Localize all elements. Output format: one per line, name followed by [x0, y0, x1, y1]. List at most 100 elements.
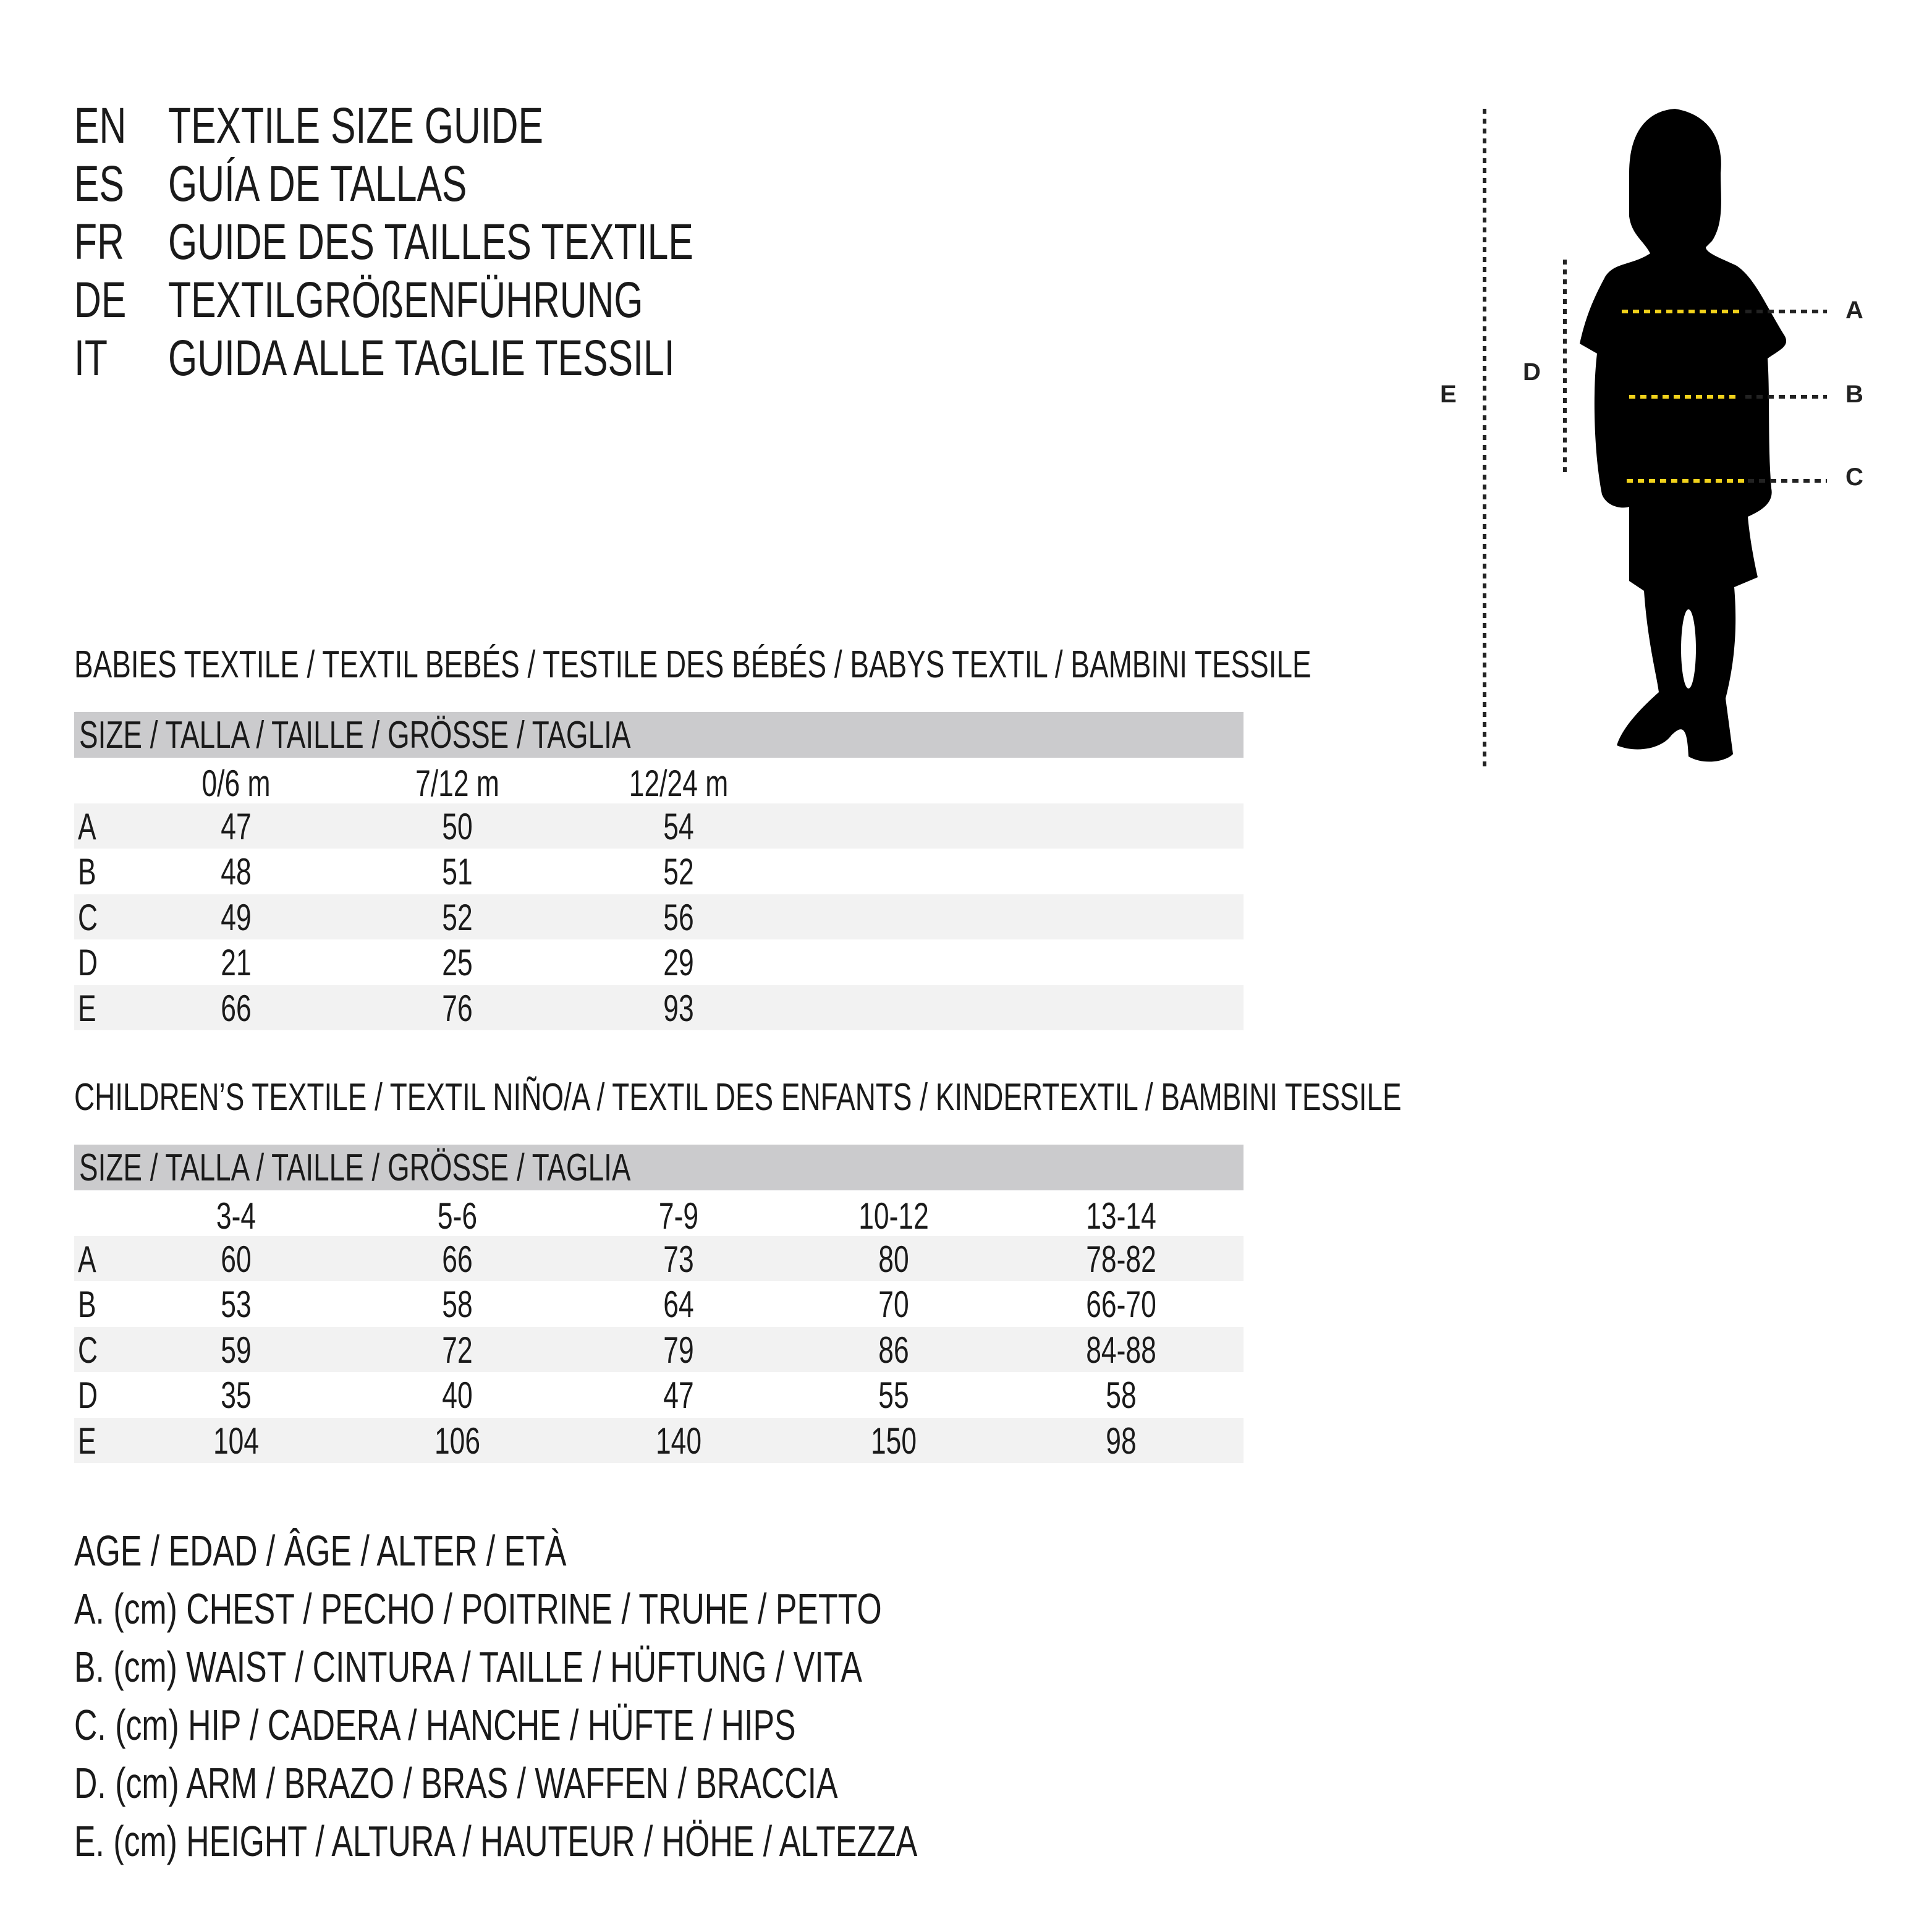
- title-text: GUÍA DE TALLAS: [168, 155, 572, 213]
- row-label-text: C: [78, 896, 98, 938]
- column-header-text: 3-4: [216, 1195, 256, 1237]
- row-label-text: E: [78, 987, 96, 1029]
- row-label: C: [78, 1327, 104, 1374]
- row-label: B: [78, 849, 103, 896]
- table-row: E 104 106 140 150 98: [74, 1417, 1244, 1465]
- table-row: A 60 66 73 80 78-82: [74, 1236, 1244, 1281]
- language-code: FR: [74, 213, 142, 271]
- cell-value: 55: [878, 1375, 909, 1417]
- title-text-inner: TEXTILGRÖßENFÜHRUNG: [168, 272, 643, 328]
- row-label-text: C: [78, 1329, 98, 1371]
- row-label-text: B: [78, 851, 96, 893]
- legend-item-text: B. (cm) WAIST / CINTURA / TAILLE / HÜFTU…: [74, 1643, 862, 1691]
- table-row: C 49 52 56: [74, 894, 1244, 939]
- row-label-text: B: [78, 1284, 96, 1326]
- cell-value: 29: [663, 942, 694, 984]
- table-row: E 66 76 93: [74, 985, 1244, 1030]
- cell-value: 25: [442, 942, 473, 984]
- column-header-text: 7/12 m: [415, 763, 499, 804]
- legend-item: C. (cm) HIP / CADERA / HANCHE / HÜFTE / …: [74, 1696, 1049, 1754]
- table-row: B 48 51 52: [74, 849, 1244, 894]
- cell-value: 60: [221, 1239, 252, 1280]
- legend-item-text: A. (cm) CHEST / PECHO / POITRINE / TRUHE…: [74, 1585, 882, 1633]
- language-code: EN: [74, 97, 145, 155]
- row-label: D: [78, 939, 104, 986]
- row-label-text: A: [78, 806, 96, 847]
- title-text-inner: GUIDA ALLE TAGLIE TESSILI: [168, 330, 675, 386]
- cell-value: 104: [213, 1420, 260, 1462]
- language-code-text: DE: [74, 272, 127, 328]
- cell-value: 140: [655, 1420, 702, 1462]
- cell-value: 84-88: [1086, 1329, 1156, 1371]
- cell-value: 76: [442, 987, 473, 1029]
- babies-heading-text: BABIES TEXTILE / TEXTIL BEBÉS / TESTILE …: [74, 643, 1311, 686]
- cell-value: 48: [221, 851, 252, 893]
- table-row: B 53 58 64 70 66-70: [74, 1281, 1244, 1326]
- cell-value: 21: [221, 942, 252, 984]
- cell-value: 66: [221, 987, 252, 1029]
- row-label-text: A: [78, 1239, 96, 1280]
- legend-item-text: E. (cm) HEIGHT / ALTURA / HAUTEUR / HÖHE…: [74, 1817, 918, 1865]
- cell-value: 58: [442, 1284, 473, 1326]
- language-code-text: ES: [74, 156, 124, 212]
- cell-value: 47: [221, 806, 252, 847]
- cell-value: 98: [1106, 1420, 1137, 1462]
- cell-value: 93: [663, 987, 694, 1029]
- column-header-text: 13-14: [1086, 1195, 1156, 1237]
- cell-value: 64: [663, 1284, 694, 1326]
- column-header-row: 0/6 m 7/12 m 12/24 m: [74, 760, 1244, 805]
- size-header-text: SIZE / TALLA / TAILLE / GRÖSSE / TAGLIA: [79, 1146, 631, 1189]
- legend-item: D. (cm) ARM / BRAZO / BRAS / WAFFEN / BR…: [74, 1754, 1106, 1812]
- child-silhouette-icon: [1580, 109, 1787, 762]
- title-text-inner: GUIDE DES TAILLES TEXTILE: [168, 214, 693, 270]
- cell-value: 106: [434, 1420, 481, 1462]
- row-label: E: [78, 1418, 103, 1465]
- cell-value: 54: [663, 806, 694, 847]
- cell-value: 56: [663, 896, 694, 938]
- row-label: B: [78, 1281, 103, 1328]
- column-header-row: 3-4 5-6 7-9 10-12 13-14: [74, 1193, 1244, 1238]
- label-a: A: [1845, 297, 1863, 324]
- language-code-text: EN: [74, 98, 127, 154]
- children-heading: CHILDREN’S TEXTILE / TEXTIL NIÑO/A / TEX…: [74, 1073, 1868, 1122]
- children-heading-text: CHILDREN’S TEXTILE / TEXTIL NIÑO/A / TEX…: [74, 1076, 1402, 1119]
- child-silhouette-figure: [1483, 109, 1827, 766]
- language-code-text: FR: [74, 214, 124, 270]
- title-text: GUIDA ALLE TAGLIE TESSILI: [168, 329, 853, 388]
- babies-heading: BABIES TEXTILE / TEXTIL BEBÉS / TESTILE …: [74, 640, 1746, 690]
- column-header-text: 5-6: [437, 1195, 478, 1237]
- legend-item: B. (cm) WAIST / CINTURA / TAILLE / HÜFTU…: [74, 1638, 1139, 1696]
- cell-value: 66-70: [1086, 1284, 1156, 1326]
- cell-value: 51: [442, 851, 473, 893]
- row-label: C: [78, 894, 104, 941]
- language-code: IT: [74, 329, 119, 388]
- cell-value: 49: [221, 896, 252, 938]
- title-text: TEXTILE SIZE GUIDE: [168, 97, 675, 155]
- table-row: C 59 72 79 86 84-88: [74, 1326, 1244, 1374]
- cell-value: 59: [221, 1329, 252, 1371]
- cell-value: 50: [442, 806, 473, 847]
- row-label: A: [78, 803, 103, 850]
- cell-value: 70: [878, 1284, 909, 1326]
- legend-item: E. (cm) HEIGHT / ALTURA / HAUTEUR / HÖHE…: [74, 1812, 1214, 1870]
- label-b: B: [1845, 381, 1863, 408]
- legend-item-text: C. (cm) HIP / CADERA / HANCHE / HÜFTE / …: [74, 1701, 796, 1749]
- column-header-text: 0/6 m: [201, 763, 271, 804]
- column-header-text: 7-9: [658, 1195, 699, 1237]
- title-text-inner: GUÍA DE TALLAS: [168, 156, 467, 212]
- legend-item-text: D. (cm) ARM / BRAZO / BRAS / WAFFEN / BR…: [74, 1759, 838, 1807]
- row-label: A: [78, 1236, 103, 1283]
- cell-value: 66: [442, 1239, 473, 1280]
- cell-value: 35: [221, 1375, 252, 1417]
- cell-value: 52: [442, 896, 473, 938]
- cell-value: 58: [1106, 1375, 1137, 1417]
- table-row: A 47 50 54: [74, 803, 1244, 849]
- measure-lines: [1622, 310, 1827, 483]
- cell-value: 72: [442, 1329, 473, 1371]
- language-code-text: IT: [74, 330, 108, 386]
- cell-value: 79: [663, 1329, 694, 1371]
- column-header-text: 10-12: [858, 1195, 929, 1237]
- row-label-text: D: [78, 1375, 98, 1417]
- size-header-bar: SIZE / TALLA / TAILLE / GRÖSSE / TAGLIA: [74, 712, 1244, 758]
- cell-value: 80: [878, 1239, 909, 1280]
